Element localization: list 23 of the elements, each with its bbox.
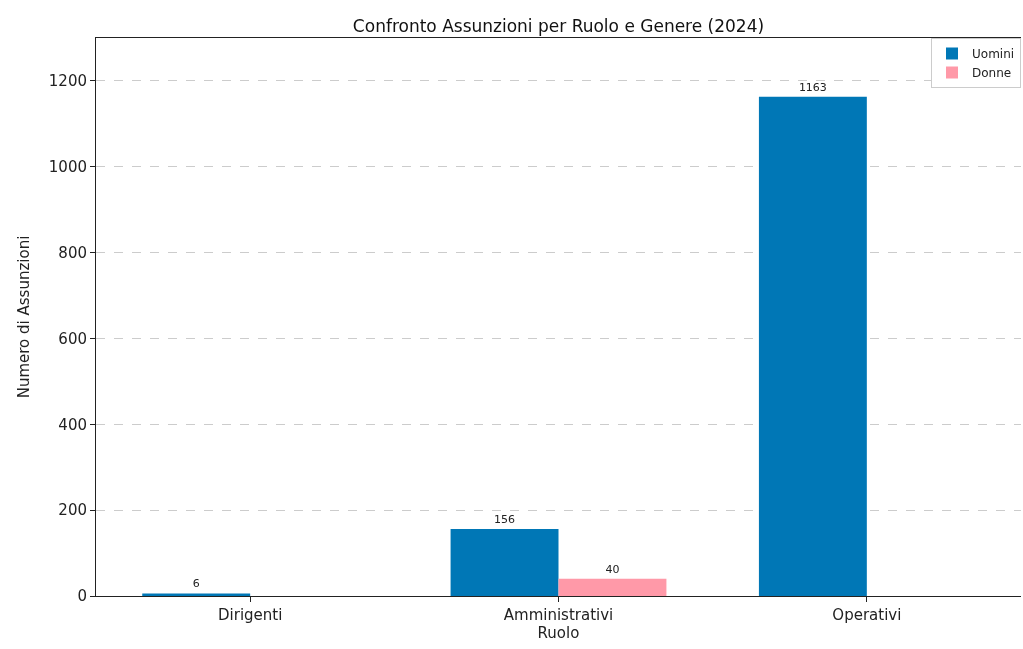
y-tick-label: 800 [58, 243, 87, 262]
chart-title: Confronto Assunzioni per Ruolo e Genere (2024) [352, 15, 765, 36]
bar [450, 529, 559, 596]
x-axis-title: Ruolo [537, 624, 580, 642]
y-tick-label: 400 [58, 415, 87, 434]
bar [142, 593, 251, 596]
data-label: 156 [494, 513, 516, 527]
x-tick-label: Operativi [832, 606, 902, 624]
data-label: 1163 [798, 80, 827, 94]
data-label: 6 [192, 577, 200, 591]
x-tick-label: Dirigenti [217, 606, 283, 624]
legend-label: Uomini [972, 47, 1015, 62]
y-tick-label: 600 [58, 329, 87, 348]
bar [758, 96, 867, 596]
y-axis-title: Numero di Assunzioni [15, 235, 34, 399]
y-tick-label: 200 [58, 501, 87, 520]
data-label: 40 [605, 562, 620, 576]
y-tick-label: 1000 [48, 158, 87, 177]
y-tick-label: 0 [77, 587, 87, 606]
bar [558, 578, 667, 596]
legend-label: Donne [972, 66, 1012, 81]
y-tick-label: 1200 [48, 72, 87, 91]
x-tick-label: Amministrativi [503, 606, 614, 624]
